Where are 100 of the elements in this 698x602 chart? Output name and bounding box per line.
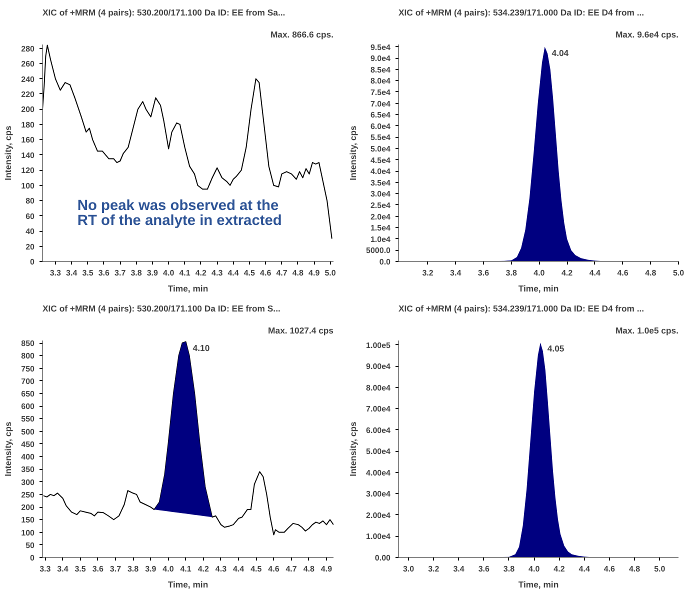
chart-title: XIC of +MRM (4 pairs): 534.239/171.000 Da ID: EE D4 from ... [398, 8, 644, 18]
x-tick-label: 4.0 [528, 564, 540, 574]
y-tick-label: 300 [21, 478, 36, 487]
y-tick-label: 100 [21, 528, 36, 538]
y-tick-label: 0 [30, 554, 36, 562]
y-tick-label: 750 [21, 364, 36, 374]
x-tick-label: 3.6 [98, 268, 110, 278]
x-tick-label: 4.1 [179, 268, 191, 278]
y-tick-label: 600 [21, 402, 36, 412]
x-tick-label: 4.4 [589, 268, 602, 278]
x-tick-label: 4.8 [303, 564, 315, 574]
y-tick-label: 1.00e4 [366, 532, 392, 542]
x-tick-label: 4.2 [554, 564, 566, 574]
y-tick-label: 20 [26, 242, 36, 252]
y-tick-label: 1.5e4 [370, 224, 392, 233]
x-tick-label: 3.8 [130, 268, 142, 278]
x-tick-label: 4.2 [195, 268, 208, 278]
chart-title: XIC of +MRM (4 pairs): 530.200/171.100 Da ID: EE from S... [42, 304, 280, 314]
x-tick-label: 3.2 [428, 564, 440, 574]
y-tick-label: 650 [21, 389, 36, 398]
chart-subtitle: Max. 1.0e5 cps. [615, 326, 679, 336]
x-tick-label: 3.8 [506, 268, 518, 278]
y-tick-label: 8.00e4 [366, 383, 392, 392]
y-tick-label: 4.0e4 [370, 167, 392, 176]
chart-subtitle: Max. 9.6e4 cps. [615, 30, 679, 40]
chart-title: XIC of +MRM (4 pairs): 534.239/171.000 Da ID: EE D4 from ... [398, 304, 644, 314]
y-axis-title: Intensity, cps [348, 421, 358, 476]
y-tick-label: 180 [21, 120, 36, 130]
x-tick-label: 4.8 [628, 564, 641, 574]
x-tick-label: 3.4 [66, 268, 78, 278]
x-tick-label: 3.4 [453, 564, 465, 574]
y-tick-label: 200 [21, 105, 36, 114]
y-tick-label: 4.00e4 [366, 468, 392, 478]
x-tick-label: 5.0 [672, 268, 685, 278]
y-tick-label: 5.00e4 [366, 447, 392, 456]
y-tick-label: 50 [26, 540, 36, 550]
y-tick-label: 3.0e4 [370, 190, 392, 199]
y-tick-label: 850 [21, 339, 36, 348]
chart-subtitle: Max. 866.6 cps. [270, 30, 334, 40]
y-tick-label: 7.00e4 [366, 404, 392, 414]
y-tick-label: 8.0e4 [370, 76, 392, 86]
y-tick-label: 500 [21, 427, 36, 436]
x-tick-label: 3.4 [57, 564, 69, 574]
y-tick-label: 280 [21, 44, 36, 54]
y-tick-label: 220 [21, 90, 36, 99]
y-tick-label: 700 [21, 376, 36, 386]
y-tick-label: 1.00e5 [366, 340, 392, 350]
y-tick-label: 100 [21, 181, 36, 190]
y-tick-label: 5.0e4 [370, 144, 392, 154]
x-tick-label: 3.4 [450, 268, 462, 278]
x-tick-label: 4.4 [578, 564, 590, 574]
y-tick-label: 9.5e4 [370, 42, 392, 52]
y-tick-label: 5.5e4 [370, 133, 392, 142]
y-tick-label: 450 [21, 440, 36, 449]
x-tick-label: 3.8 [127, 564, 140, 574]
x-tick-label: 3.8 [503, 564, 516, 574]
y-tick-label: 9.00e4 [366, 362, 392, 372]
y-tick-label: 4.5e4 [370, 156, 392, 165]
y-tick-label: 3.00e4 [366, 490, 392, 499]
x-tick-label: 3.2 [422, 268, 434, 278]
x-tick-label: 4.9 [308, 268, 320, 278]
x-tick-label: 4.2 [198, 564, 210, 574]
y-tick-label: 350 [21, 465, 36, 474]
y-tick-label: 8.5e4 [370, 65, 392, 74]
y-tick-label: 260 [21, 60, 36, 69]
x-tick-label: 4.9 [320, 564, 333, 574]
x-tick-label: 4.0 [163, 268, 175, 278]
x-axis-title: Time, min [168, 580, 208, 590]
x-tick-label: 5.0 [654, 564, 666, 574]
x-tick-label: 4.5 [244, 268, 256, 278]
x-tick-label: 4.6 [617, 268, 629, 278]
annotation: No peak was observed at the RT of the analyte in extracted [77, 198, 282, 229]
y-tick-label: 2.00e4 [366, 510, 392, 520]
x-tick-label: 3.6 [478, 268, 490, 278]
x-tick-label: 4.2 [561, 268, 574, 278]
x-tick-label: 3.3 [50, 268, 62, 278]
y-tick-label: 6.5e4 [370, 110, 392, 120]
x-tick-label: 3.0 [402, 564, 415, 574]
x-tick-label: 3.7 [110, 564, 122, 574]
x-tick-label: 3.9 [146, 268, 159, 278]
x-tick-label: 4.0 [534, 268, 546, 278]
x-axis-title: Time, min [518, 284, 559, 294]
y-tick-label: 40 [26, 227, 36, 236]
x-tick-label: 4.3 [212, 268, 224, 278]
y-tick-label: 7.0e4 [370, 99, 392, 108]
y-tick-label: 140 [21, 150, 36, 160]
y-tick-label: 120 [21, 166, 36, 176]
x-tick-label: 4.7 [286, 564, 298, 574]
y-tick-label: 80 [26, 196, 36, 206]
x-axis-title: Time, min [168, 284, 208, 294]
x-tick-label: 3.6 [92, 564, 104, 574]
x-tick-label: 4.8 [292, 268, 304, 278]
y-tick-label: 6.00e4 [366, 426, 392, 435]
y-tick-label: 200 [21, 503, 36, 512]
x-tick-label: 3.3 [40, 564, 52, 574]
y-tick-label: 150 [21, 516, 36, 525]
chart-subtitle: Max. 1027.4 cps [268, 326, 334, 336]
y-tick-label: 2.0e4 [370, 212, 392, 222]
y-tick-label: 160 [21, 136, 36, 145]
x-tick-label: 3.6 [478, 564, 490, 574]
